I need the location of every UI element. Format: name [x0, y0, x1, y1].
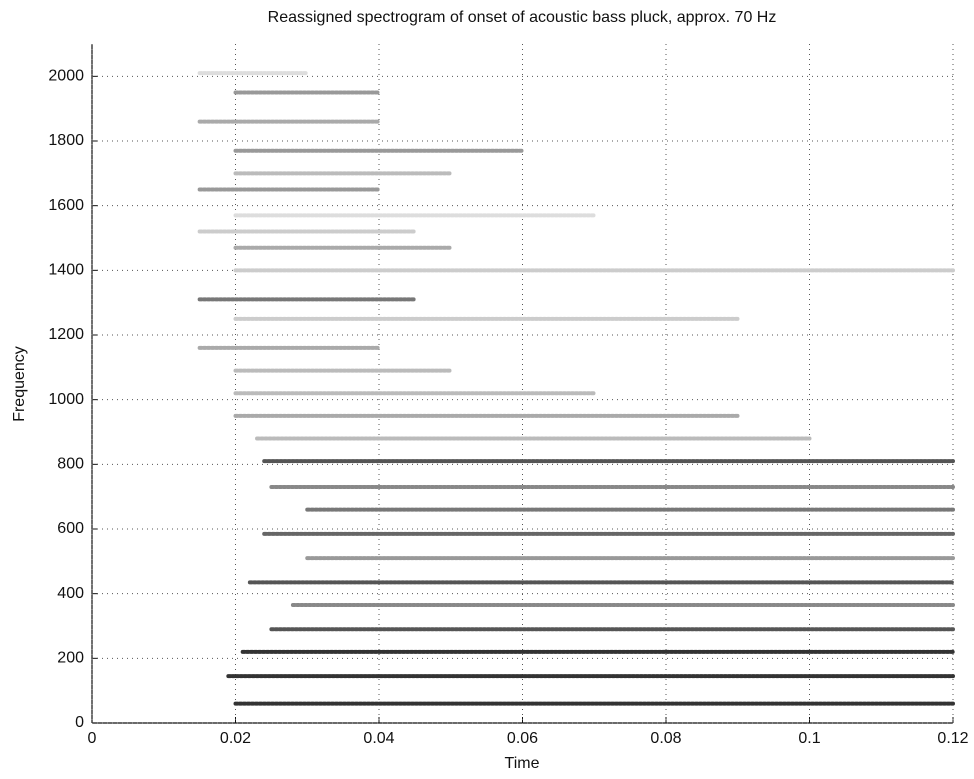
x-tick-label: 0.04 [363, 730, 394, 747]
x-tick-label: 0.1 [798, 730, 820, 747]
x-tick-label: 0.06 [507, 730, 538, 747]
x-axis-label: Time [505, 755, 540, 772]
chart-title: Reassigned spectrogram of onset of acous… [268, 9, 777, 26]
y-tick-label: 2000 [48, 68, 84, 85]
y-axis-label: Frequency [11, 346, 28, 422]
y-tick-label: 800 [57, 456, 84, 473]
y-tick-label: 1400 [48, 262, 84, 279]
y-tick-label: 1000 [48, 391, 84, 408]
y-tick-label: 1600 [48, 197, 84, 214]
y-tick-label: 400 [57, 585, 84, 602]
x-tick-label: 0.12 [937, 730, 968, 747]
y-tick-label: 1800 [48, 132, 84, 149]
x-tick-label: 0 [88, 730, 97, 747]
y-tick-label: 200 [57, 650, 84, 667]
y-tick-label: 600 [57, 520, 84, 537]
y-tick-label: 1200 [48, 326, 84, 343]
x-tick-label: 0.08 [650, 730, 681, 747]
x-tick-label: 0.02 [220, 730, 251, 747]
y-tick-label: 0 [75, 714, 84, 731]
